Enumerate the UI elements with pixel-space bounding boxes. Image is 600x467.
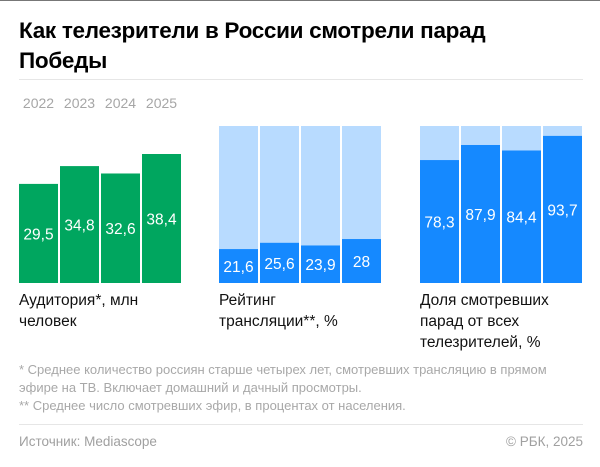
bar-value-label: 34,8: [64, 218, 94, 235]
year-label: 2022: [23, 95, 54, 111]
panel-label-audience: Аудитория*, млн человек: [19, 292, 139, 330]
source: Источник: Mediascope: [19, 434, 157, 449]
footnote-2: ** Среднее число смотревших эфир, в проц…: [19, 398, 406, 413]
bar-value-label: 84,4: [506, 210, 537, 227]
top-border: [0, 0, 600, 1]
bar: [219, 249, 258, 283]
year-label: 2024: [105, 95, 136, 111]
bar: [142, 154, 181, 283]
bar-value-label: 38,4: [146, 212, 177, 229]
chart-area: 2022 2023 2024 2025 29,5 34,8 32,6 38,4 21,6 25,6…: [19, 95, 582, 283]
bar-value-label: 78,3: [424, 215, 454, 232]
footnote-1: * Среднее количество россиян старше четы…: [19, 362, 547, 395]
bar: [101, 173, 140, 283]
bar: [260, 242, 299, 283]
bar: [420, 160, 459, 283]
footnotes: * Среднее количество россиян старше четы…: [19, 361, 579, 415]
bar-value-label: 28: [353, 254, 370, 271]
bar-value-label: 21,6: [223, 259, 253, 276]
footer-divider: [19, 424, 583, 425]
panel-label-rating: Рейтинг трансляции**, %: [219, 292, 338, 330]
bar-value-label: 23,9: [305, 257, 335, 274]
copyright: © РБК, 2025: [506, 434, 583, 449]
bar-value-label: 93,7: [547, 202, 577, 219]
bar: [461, 144, 500, 283]
bar-value-label: 32,6: [105, 221, 135, 238]
bar: [19, 183, 58, 283]
bar: [543, 135, 582, 283]
bar: [60, 166, 99, 283]
bar: [342, 239, 381, 283]
bar-value-label: 25,6: [264, 256, 294, 273]
bar: [502, 150, 541, 283]
bar: [301, 245, 340, 283]
year-label: 2025: [146, 95, 177, 111]
panel-label-share: Доля смотревших парад от всех телезрител…: [420, 292, 549, 351]
year-label: 2023: [64, 95, 95, 111]
chart-title: Как телезрители в России смотрели парад …: [19, 18, 486, 73]
bar-value-label: 29,5: [23, 226, 53, 243]
divider: [19, 79, 583, 80]
bar-value-label: 87,9: [465, 207, 495, 224]
